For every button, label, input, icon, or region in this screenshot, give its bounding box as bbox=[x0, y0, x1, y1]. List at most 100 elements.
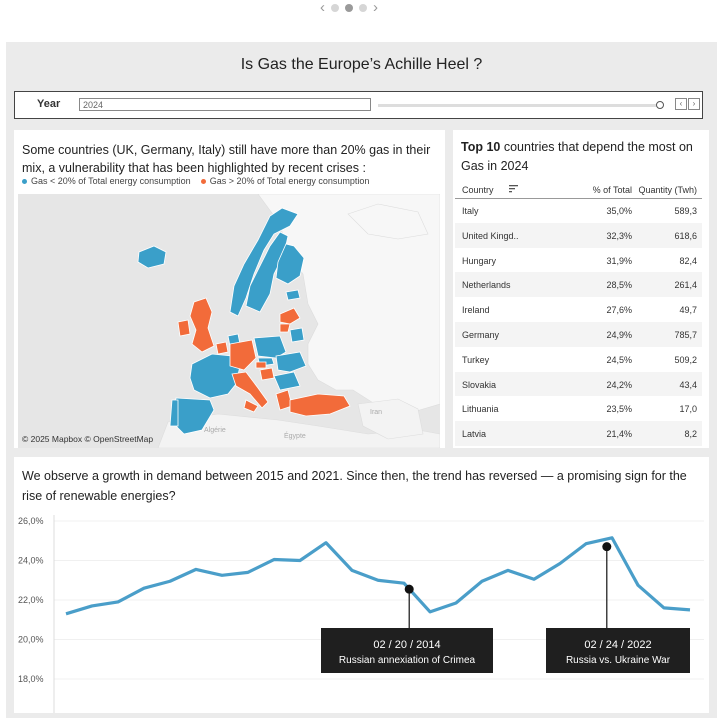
legend-swatch-high bbox=[200, 179, 206, 185]
data-point[interactable] bbox=[505, 567, 511, 573]
cell-country: Turkey bbox=[462, 354, 490, 365]
map-country-hungary[interactable] bbox=[259, 367, 275, 381]
data-point[interactable] bbox=[89, 603, 95, 609]
cell-percent: 31,9% bbox=[606, 255, 632, 266]
data-point[interactable] bbox=[245, 569, 251, 575]
map-country-finland[interactable] bbox=[275, 243, 305, 285]
cell-country: Ireland bbox=[462, 305, 490, 316]
map-country-italy[interactable] bbox=[231, 371, 269, 409]
map-country-sicily[interactable] bbox=[243, 399, 259, 413]
table-row[interactable]: Latvia 21,4% 8,2 bbox=[455, 421, 702, 446]
year-step-next-button[interactable]: › bbox=[688, 98, 700, 110]
cell-quantity: 8,2 bbox=[684, 429, 697, 440]
map-country-norway[interactable] bbox=[229, 207, 299, 317]
data-point[interactable] bbox=[401, 580, 407, 586]
data-point[interactable] bbox=[427, 609, 433, 615]
map-country-ukraine[interactable] bbox=[275, 351, 307, 373]
pager-dot-active[interactable] bbox=[345, 4, 353, 12]
data-point[interactable] bbox=[323, 540, 329, 546]
sort-icon[interactable] bbox=[509, 185, 518, 193]
data-point[interactable] bbox=[635, 582, 641, 588]
map-country-slovakia[interactable] bbox=[255, 361, 267, 369]
data-point[interactable] bbox=[141, 585, 147, 591]
table-row[interactable]: Ireland 27,6% 49,7 bbox=[455, 297, 702, 322]
cell-quantity: 43,4 bbox=[679, 379, 697, 390]
legend-label-high: Gas > 20% of Total energy consumption bbox=[209, 176, 370, 186]
data-point[interactable] bbox=[193, 566, 199, 572]
table-row[interactable]: Hungary 31,9% 82,4 bbox=[455, 248, 702, 273]
col-header-percent[interactable]: % of Total bbox=[592, 185, 632, 195]
pager-next-arrow[interactable]: › bbox=[373, 0, 378, 16]
map-country-portugal[interactable] bbox=[169, 399, 179, 427]
data-point[interactable] bbox=[687, 607, 693, 613]
annotation-marker[interactable] bbox=[404, 584, 414, 594]
series-line[interactable] bbox=[65, 536, 691, 616]
cell-percent: 23,5% bbox=[606, 404, 632, 415]
map-country-latvia[interactable] bbox=[279, 307, 301, 325]
legend-item-low[interactable]: Gas < 20% of Total energy consumption bbox=[22, 176, 191, 186]
annotation-marker[interactable] bbox=[602, 542, 612, 552]
table-row[interactable]: United Kingd.. 32,3% 618,6 bbox=[455, 222, 702, 248]
data-point[interactable] bbox=[63, 611, 69, 617]
pager-prev-arrow[interactable]: ‹ bbox=[320, 0, 325, 16]
table-row[interactable]: Slovakia 24,2% 43,4 bbox=[455, 371, 702, 397]
year-step-prev-button[interactable]: ‹ bbox=[675, 98, 687, 110]
table-row[interactable]: Netherlands 28,5% 261,4 bbox=[455, 272, 702, 298]
year-slider-track[interactable] bbox=[378, 104, 661, 107]
pager-dot[interactable] bbox=[331, 4, 339, 12]
chart-heading: We observe a growth in demand between 20… bbox=[22, 469, 687, 503]
europe-map[interactable]: Iran Algérie Égypte bbox=[18, 194, 440, 448]
data-point[interactable] bbox=[271, 557, 277, 563]
data-point[interactable] bbox=[609, 535, 615, 541]
legend-label-low: Gas < 20% of Total energy consumption bbox=[31, 176, 191, 186]
data-point[interactable] bbox=[219, 572, 225, 578]
pager-dot[interactable] bbox=[359, 4, 367, 12]
cell-quantity: 261,4 bbox=[674, 280, 697, 291]
table-row[interactable]: Lithuania 23,5% 17,0 bbox=[455, 396, 702, 421]
map-country-iceland[interactable] bbox=[137, 245, 167, 269]
map-country-romania[interactable] bbox=[273, 371, 301, 391]
map-label-iran: Iran bbox=[370, 409, 382, 416]
legend-item-high[interactable]: Gas > 20% of Total energy consumption bbox=[200, 176, 370, 186]
map-country-belarus[interactable] bbox=[289, 327, 305, 343]
table-row[interactable]: Germany 24,9% 785,7 bbox=[455, 322, 702, 347]
data-point[interactable] bbox=[297, 558, 303, 564]
map-country-turkey[interactable] bbox=[289, 393, 351, 417]
map-country-ireland[interactable] bbox=[177, 319, 191, 337]
year-input[interactable]: 2024 bbox=[79, 98, 371, 111]
data-point[interactable] bbox=[661, 605, 667, 611]
map-country-germany[interactable] bbox=[229, 339, 257, 371]
map-country-france[interactable] bbox=[189, 353, 241, 399]
map-country-netherlands[interactable] bbox=[215, 341, 229, 355]
cell-country: Italy bbox=[462, 206, 479, 216]
cell-percent: 24,5% bbox=[606, 354, 632, 365]
map-country-poland[interactable] bbox=[253, 335, 287, 359]
col-header-quantity[interactable]: Quantity (Twh) bbox=[638, 185, 697, 195]
col-header-country[interactable]: Country bbox=[462, 185, 494, 195]
data-point[interactable] bbox=[583, 541, 589, 547]
data-point[interactable] bbox=[349, 567, 355, 573]
map-country-sweden[interactable] bbox=[245, 231, 289, 313]
annotation-text: Russia vs. Ukraine War bbox=[566, 655, 671, 666]
map-country-estonia[interactable] bbox=[285, 289, 301, 301]
year-slider-knob[interactable] bbox=[656, 101, 664, 109]
map-country-united-kingdom[interactable] bbox=[189, 297, 215, 353]
annotation-text: Russian annexiation of Crimea bbox=[339, 655, 476, 666]
table-title: Top 10 countries that depend the most on… bbox=[461, 138, 706, 176]
data-point[interactable] bbox=[557, 560, 563, 566]
data-point[interactable] bbox=[531, 576, 537, 582]
data-point[interactable] bbox=[375, 577, 381, 583]
cell-quantity: 509,2 bbox=[674, 354, 697, 365]
map-country-lithuania[interactable] bbox=[279, 323, 291, 333]
data-point[interactable] bbox=[479, 578, 485, 584]
cell-percent: 21,4% bbox=[606, 429, 632, 440]
cell-percent: 28,5% bbox=[606, 280, 632, 291]
data-point[interactable] bbox=[115, 599, 121, 605]
data-point[interactable] bbox=[167, 578, 173, 584]
table-row[interactable]: Turkey 24,5% 509,2 bbox=[455, 347, 702, 372]
table-row[interactable]: Italy 35,0% 589,3 bbox=[455, 198, 702, 223]
y-tick-label: 26,0% bbox=[18, 516, 44, 526]
data-point[interactable] bbox=[453, 600, 459, 606]
cell-quantity: 49,7 bbox=[679, 305, 697, 316]
map-label-egypte: Égypte bbox=[284, 431, 306, 440]
